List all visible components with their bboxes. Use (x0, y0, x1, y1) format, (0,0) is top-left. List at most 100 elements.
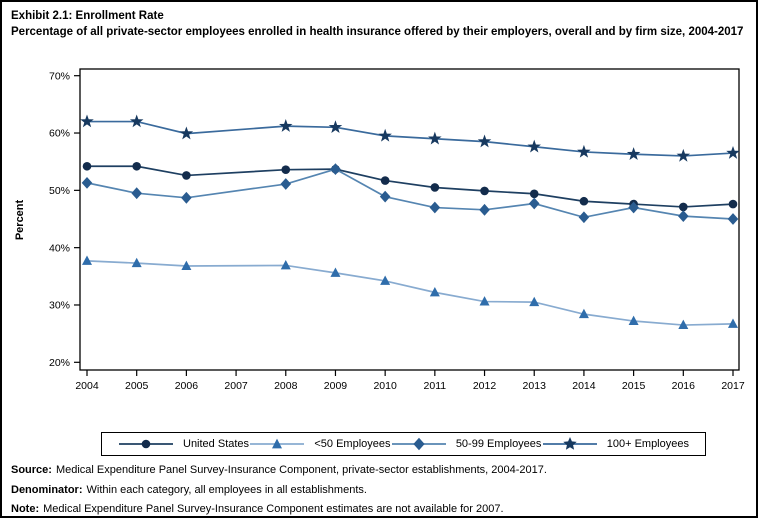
svg-text:2007: 2007 (224, 380, 248, 392)
data-point-50-99-employees-2010 (379, 190, 391, 203)
chart-subtitle: Percentage of all private-sector employe… (11, 26, 744, 38)
footer-notes: Source: Medical Expenditure Panel Survey-… (11, 461, 753, 516)
data-point-united-states-2005 (132, 161, 141, 171)
data-point-50-99-employees-2017 (727, 213, 739, 225)
data-point-50-employees-2013 (529, 296, 540, 307)
data-point-100-employees-2013 (527, 139, 541, 153)
data-point-50-employees-2009 (330, 267, 341, 277)
source-note: Source: Medical Expenditure Panel Survey-… (11, 464, 547, 476)
svg-text:2013: 2013 (523, 380, 547, 392)
data-point-united-states-2010 (380, 176, 390, 185)
chart-title: Exhibit 2.1: Enrollment Rate (11, 10, 164, 22)
legend-item-lt50-employees: <50 Employees (249, 436, 391, 452)
data-point-50-99-employees-2005 (131, 187, 142, 200)
data-point-united-states-2013 (529, 189, 539, 199)
data-point-50-employees-2017 (728, 318, 738, 328)
data-point-united-states-2012 (480, 186, 489, 196)
data-point-united-states-2011 (430, 183, 440, 192)
series-united-states (82, 161, 738, 212)
data-point-united-states-2006 (182, 171, 191, 180)
data-point-50-99-employees-2014 (578, 211, 590, 224)
data-point-50-99-employees-2011 (429, 201, 441, 214)
data-point-50-employees-2004 (82, 255, 92, 265)
triangle-marker-icon (250, 438, 305, 449)
data-point-united-states-2017 (728, 199, 738, 209)
legend-item-united-states: United States (118, 436, 249, 452)
data-point-50-employees-2006 (181, 260, 192, 271)
star-marker-icon (542, 437, 597, 450)
data-point-united-states-2008 (281, 165, 291, 175)
legend-label: 50-99 Employees (455, 438, 542, 450)
data-point-50-employees-2016 (678, 319, 689, 330)
y-axis: 70% 60% 50% 40% 30% 20% Percent (14, 70, 80, 369)
svg-text:2004: 2004 (75, 380, 99, 392)
svg-text:2014: 2014 (572, 380, 596, 392)
svg-text:2006: 2006 (175, 380, 199, 392)
data-point-united-states-2016 (679, 202, 688, 212)
data-point-50-employees-2008 (280, 260, 291, 270)
svg-text:2015: 2015 (622, 380, 646, 392)
chart-legend: United States <50 Employees 50-99 Employ… (101, 432, 706, 456)
data-point-50-99-employees-2006 (181, 191, 192, 204)
data-point-united-states-2004 (82, 161, 92, 171)
data-point-100-employees-2006 (179, 126, 194, 140)
series-50-99-employees (81, 163, 739, 225)
data-point-50-99-employees-2013 (528, 197, 540, 210)
data-point-united-states-2014 (579, 196, 589, 206)
svg-text:70%: 70% (49, 70, 70, 82)
data-point-50-employees-2014 (578, 308, 589, 319)
svg-text:2009: 2009 (324, 380, 348, 392)
data-point-100-employees-2017 (726, 145, 740, 159)
data-point-100-employees-2004 (80, 114, 94, 128)
data-point-100-employees-2014 (577, 144, 591, 158)
plot-border (79, 68, 740, 371)
data-point-50-99-employees-2015 (628, 201, 639, 214)
data-point-50-employees-2005 (131, 257, 142, 268)
svg-text:2016: 2016 (672, 380, 696, 392)
data-point-100-employees-2011 (428, 131, 442, 145)
data-point-50-99-employees-2012 (479, 203, 490, 216)
legend-item-100plus-employees: 100+ Employees (542, 436, 689, 452)
data-point-50-99-employees-2016 (678, 210, 689, 223)
data-point-50-employees-2012 (479, 296, 490, 306)
data-point-100-employees-2010 (378, 128, 392, 142)
x-axis: 2004 2005 2006 2007 2008 2009 2010 2011 2012 2013… (75, 370, 745, 392)
availability-note: Note: Medical Expenditure Panel Survey-In… (11, 503, 504, 515)
data-point-50-99-employees-2008 (280, 178, 292, 190)
svg-text:2017: 2017 (721, 380, 745, 392)
series-100-employees (80, 114, 740, 162)
data-point-100-employees-2016 (676, 148, 691, 162)
svg-text:2010: 2010 (373, 380, 397, 392)
legend-label: <50 Employees (314, 438, 391, 450)
svg-text:50%: 50% (49, 185, 70, 197)
data-point-100-employees-2009 (328, 120, 343, 134)
svg-text:2011: 2011 (424, 380, 447, 392)
svg-text:30%: 30% (49, 300, 70, 312)
svg-text:2012: 2012 (473, 380, 497, 392)
data-point-50-employees-2015 (628, 315, 639, 326)
data-point-100-employees-2012 (477, 134, 492, 148)
data-point-50-employees-2011 (429, 286, 440, 297)
svg-text:2005: 2005 (125, 380, 149, 392)
data-point-100-employees-2015 (626, 147, 641, 160)
circle-marker-icon (119, 439, 173, 449)
data-point-50-99-employees-2009 (330, 163, 341, 176)
svg-text:20%: 20% (49, 357, 70, 369)
svg-text:40%: 40% (49, 242, 70, 254)
series-50-employees (82, 255, 738, 330)
data-point-50-employees-2010 (380, 275, 391, 285)
diamond-marker-icon (391, 437, 446, 451)
legend-label: United States (183, 438, 250, 450)
legend-item-50-99-employees: 50-99 Employees (391, 436, 542, 452)
data-point-50-99-employees-2004 (81, 176, 93, 189)
svg-text:2008: 2008 (274, 380, 298, 392)
y-axis-title: Percent (14, 199, 26, 240)
denominator-note: Denominator: Within each category, all em… (11, 483, 367, 496)
data-point-100-employees-2008 (279, 119, 293, 132)
legend-label: 100+ Employees (606, 438, 689, 450)
svg-text:60%: 60% (49, 128, 70, 140)
title-block: Exhibit 2.1: Enrollment Rate Percentage … (11, 8, 753, 40)
data-point-100-employees-2005 (129, 114, 144, 128)
